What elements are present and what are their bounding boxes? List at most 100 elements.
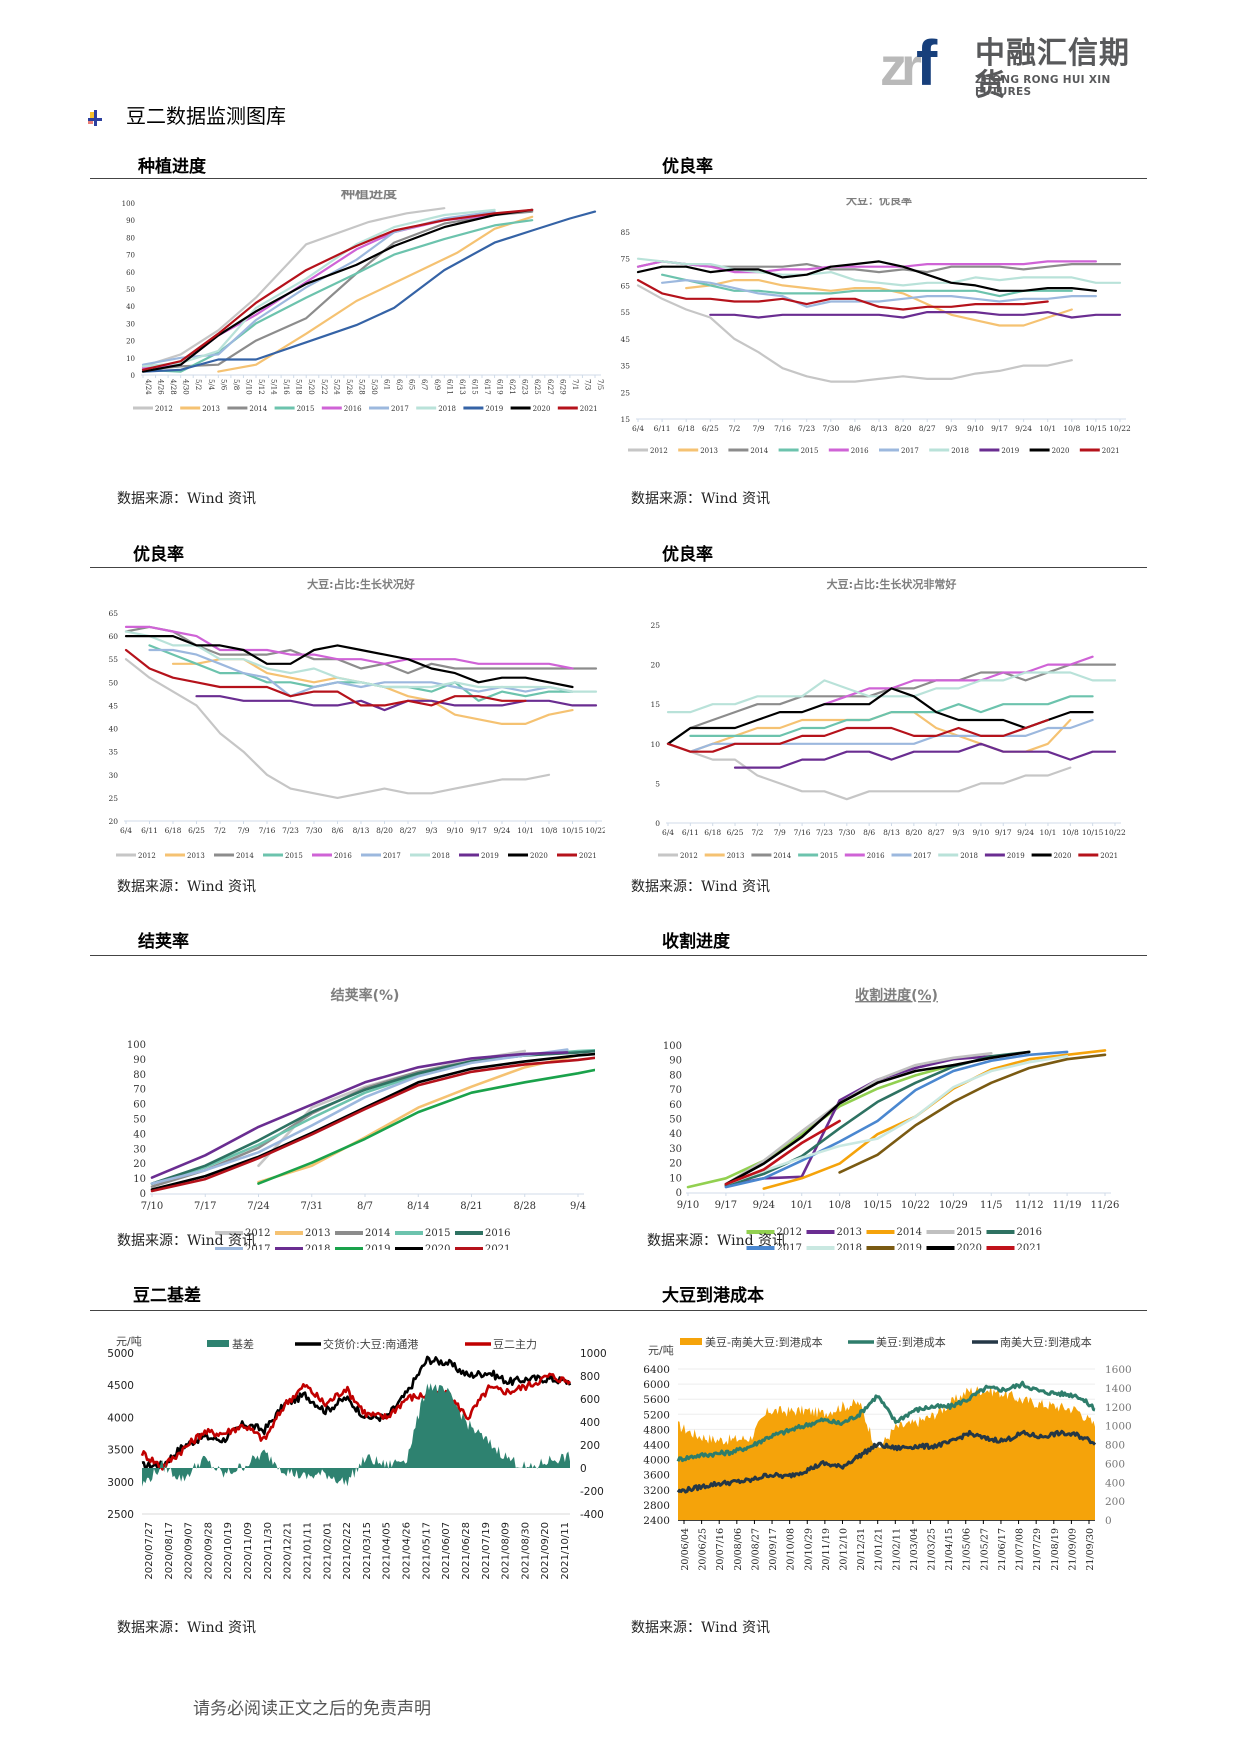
chart-arrival-cost: 元/吨 2400 2800 3200 3600 4000 4400 4800 5200 5600 6… [630, 1325, 1140, 1615]
y-tick-label: 90 [669, 1056, 682, 1067]
series-line-2021 [636, 279, 1049, 311]
x-tick-label: 6/23 [521, 379, 529, 395]
series-line-2018 [724, 1055, 1069, 1186]
x-tick-label: 21/04/15 [944, 1528, 955, 1571]
legend-label: 2019 [1001, 447, 1019, 455]
x-tick-label: 2020/09/07 [184, 1522, 195, 1580]
series-line-2012 [141, 207, 446, 368]
x-tick-label: 8/28 [514, 1201, 536, 1212]
x-tick-label: 5/26 [345, 379, 353, 395]
x-tick-label: 2020/10/19 [223, 1522, 234, 1580]
x-tick-label: 9/24 [753, 1200, 775, 1211]
x-tick-label: 2021/10/11 [560, 1522, 571, 1580]
x-tick-label: 2020/08/17 [164, 1522, 175, 1580]
data-source-note: 数据来源：Wind 资讯 [631, 491, 771, 507]
legend-label: 2014 [236, 852, 254, 860]
left-y-tick-label: 3500 [107, 1445, 134, 1457]
disclaimer-footer: 请务必阅读正文之后的免责声明 [193, 1699, 431, 1719]
chart-title: 大豆:占比:生长状况好 [307, 578, 415, 591]
series-line-2013 [724, 1055, 993, 1187]
legend-label: 2016 [334, 852, 352, 860]
x-tick-label: 7/3 [583, 379, 591, 390]
right-y-tick-label: 800 [580, 1371, 600, 1383]
y-tick-label: 50 [669, 1115, 682, 1126]
x-tick-label: 6/5 [408, 379, 416, 390]
x-tick-label: 11/5 [980, 1200, 1002, 1211]
x-tick-label: 10/8 [1062, 828, 1079, 837]
right-y-tick-label: 200 [580, 1440, 600, 1452]
chart-basis: 元/吨 2500 3000 3500 4000 4500 5000 -400 -200 0 200 4… [100, 1325, 620, 1615]
x-tick-label: 5/6 [219, 379, 227, 391]
x-tick-label: 8/6 [863, 828, 875, 837]
series-line-2015 [141, 219, 534, 373]
legend-label: 2016 [851, 447, 869, 455]
x-tick-label: 11/26 [1091, 1200, 1120, 1211]
x-tick-label: 20/08/06 [733, 1528, 744, 1571]
left-y-tick-label: 3600 [643, 1470, 670, 1482]
x-tick-label: 10/22 [901, 1200, 930, 1211]
y-tick-label: 60 [669, 1100, 682, 1111]
section-title-good-rate: 优良率 [662, 157, 713, 177]
legend-label: 2017 [777, 1243, 802, 1250]
x-tick-label: 21/07/29 [1032, 1528, 1043, 1571]
x-tick-label: 11/12 [1015, 1200, 1044, 1211]
legend-label: 2012 [777, 1227, 802, 1238]
legend-label: 2017 [245, 1244, 270, 1250]
y-tick-label: 80 [133, 1070, 146, 1081]
x-tick-label: 2021/07/19 [481, 1522, 492, 1580]
y-tick-label: 90 [133, 1055, 146, 1066]
section-title-harvest: 收割进度 [662, 932, 730, 952]
y-tick-label: 30 [669, 1144, 682, 1155]
x-tick-label: 9/17 [991, 424, 1008, 433]
right-y-tick-label: 1600 [1105, 1364, 1132, 1376]
legend-label: 2017 [391, 405, 409, 413]
x-tick-label: 6/25 [727, 828, 744, 837]
legend-label: 2012 [138, 852, 156, 860]
x-tick-label: 2021/02/01 [322, 1522, 333, 1580]
x-tick-label: 21/09/30 [1085, 1528, 1096, 1571]
legend-label: 2015 [285, 852, 303, 860]
legend-label: 2014 [773, 852, 791, 860]
x-tick-label: 6/27 [546, 379, 554, 395]
x-tick-label: 20/10/08 [786, 1528, 797, 1571]
x-tick-label: 6/18 [704, 828, 721, 837]
x-tick-label: 6/7 [420, 379, 428, 390]
series-line-2012 [124, 658, 551, 799]
x-tick-label: 7/30 [822, 424, 839, 433]
chart-title: 收割进度(%) [855, 987, 938, 1004]
y-tick-label: 15 [620, 415, 630, 424]
data-source-note: 数据来源：Wind 资讯 [117, 491, 257, 507]
x-tick-label: 9/3 [425, 826, 437, 835]
left-y-tick-label: 4000 [643, 1455, 670, 1467]
series-line-2019 [733, 742, 1117, 769]
series-line-2013 [217, 215, 534, 373]
x-tick-label: 7/9 [237, 826, 249, 835]
y-tick-label: 65 [108, 609, 118, 618]
data-source-note: 数据来源：Wind 资讯 [631, 879, 771, 895]
left-y-tick-label: 6000 [643, 1379, 670, 1391]
chart-very-good-share: 大豆:占比:生长状况非常好 0 5 10 15 20 25 6/4 6/11 6/18 6/25 7/… [640, 578, 1130, 878]
legend-label: 2016 [344, 405, 362, 413]
legend-label: 2014 [249, 405, 267, 413]
y-tick-label: 0 [676, 1188, 682, 1199]
legend-label: 2012 [650, 447, 668, 455]
x-tick-label: 7/16 [259, 826, 276, 835]
x-tick-label: 5/8 [232, 379, 240, 390]
section-divider [90, 955, 1147, 956]
x-tick-label: 10/1 [1039, 424, 1056, 433]
legend-label: 2013 [305, 1228, 330, 1239]
x-tick-label: 8/27 [919, 424, 936, 433]
area-series-美豆-南美大豆:到港成本 [678, 1385, 1095, 1520]
y-tick-label: 30 [108, 771, 118, 780]
x-tick-label: 8/13 [353, 826, 370, 835]
x-tick-label: 9/3 [953, 828, 965, 837]
y-tick-label: 100 [127, 1040, 146, 1051]
right-y-tick-label: 1200 [1105, 1402, 1132, 1414]
x-tick-label: 5/24 [332, 379, 340, 395]
x-tick-label: 2021/08/09 [501, 1522, 512, 1580]
x-tick-label: 10/1 [517, 826, 534, 835]
series-line-2016 [636, 260, 1097, 274]
series-line-2017 [141, 210, 496, 366]
legend-label: 2020 [425, 1244, 450, 1250]
y-tick-label: 20 [108, 817, 118, 826]
